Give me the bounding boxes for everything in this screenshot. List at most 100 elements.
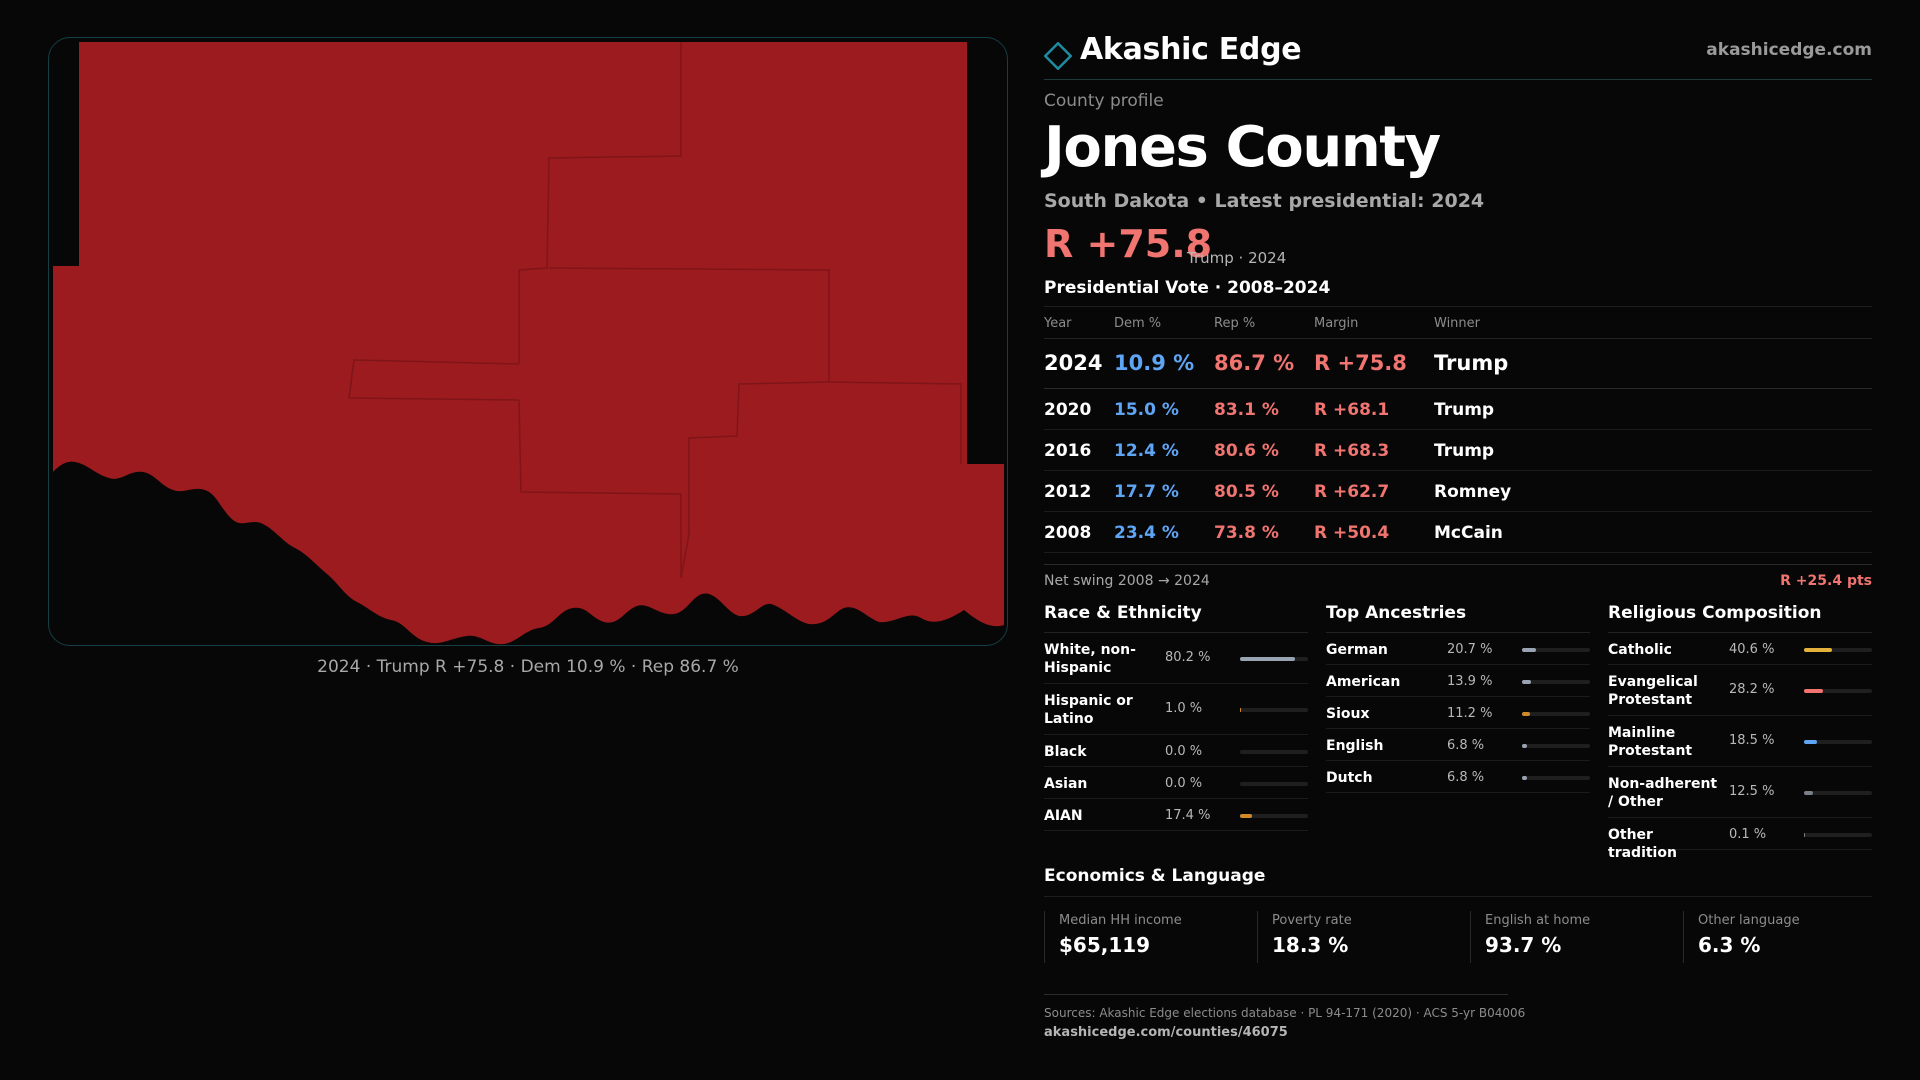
row-margin: R +68.1 <box>1314 400 1390 420</box>
row-winner: McCain <box>1434 523 1503 543</box>
stat-pct: 13.9 % <box>1447 674 1493 689</box>
vote-table-header: Year Dem % Rep % Margin Winner <box>1044 307 1872 339</box>
bar-fill <box>1522 776 1527 780</box>
county-map-svg <box>53 42 1004 645</box>
bar-fill <box>1804 740 1817 744</box>
race-title: Race & Ethnicity <box>1044 603 1308 633</box>
stat-row: English 6.8 % <box>1326 729 1590 761</box>
stat-pct: 0.1 % <box>1729 827 1767 842</box>
page-title: Jones County <box>1044 115 1441 180</box>
econ-tile-other-language: Other language 6.3 % <box>1683 911 1883 963</box>
bar-track <box>1804 740 1872 744</box>
bar-fill <box>1804 833 1806 837</box>
bar-track <box>1804 833 1872 837</box>
econ-tiles: Median HH income $65,119 Poverty rate 18… <box>1044 896 1872 968</box>
econ-tile-income: Median HH income $65,119 <box>1044 911 1244 963</box>
township-lines <box>348 42 962 579</box>
col-header-rep: Rep % <box>1214 316 1256 331</box>
bar-track <box>1240 750 1308 754</box>
bar-fill <box>1804 648 1832 652</box>
stat-row: Black 0.0 % <box>1044 735 1308 767</box>
row-dem: 17.7 % <box>1114 482 1179 502</box>
col-header-dem: Dem % <box>1114 316 1162 331</box>
col-header-margin: Margin <box>1314 316 1359 331</box>
stat-row: Sioux 11.2 % <box>1326 697 1590 729</box>
vote-table-title: Presidential Vote · 2008–2024 <box>1044 278 1331 298</box>
row-rep: 80.5 % <box>1214 482 1279 502</box>
stat-row: AIAN 17.4 % <box>1044 799 1308 831</box>
stat-pct: 18.5 % <box>1729 733 1775 748</box>
row-margin: R +50.4 <box>1314 523 1390 543</box>
net-swing: Net swing 2008 → 2024 R +25.4 pts <box>1044 564 1872 594</box>
bar-fill <box>1804 689 1824 693</box>
econ-value: 93.7 % <box>1485 933 1562 957</box>
stat-row: Non-adherent / Other 12.5 % <box>1608 767 1872 818</box>
stat-row: Evangelical Protestant 28.2 % <box>1608 665 1872 716</box>
bar-fill <box>1240 657 1295 661</box>
row-winner: Trump <box>1434 351 1509 375</box>
table-row: 2020 15.0 % 83.1 % R +68.1 Trump <box>1044 389 1872 430</box>
footer-divider <box>1044 994 1508 995</box>
brand-name: Akashic Edge <box>1080 32 1302 67</box>
ancestry-section: Top Ancestries German 20.7 % American 13… <box>1326 603 1590 793</box>
stat-pct: 40.6 % <box>1729 642 1775 657</box>
stat-label: Evangelical Protestant <box>1608 674 1698 708</box>
page-subtitle: South Dakota • Latest presidential: 2024 <box>1044 190 1485 212</box>
econ-label: English at home <box>1485 913 1591 928</box>
stat-row: Dutch 6.8 % <box>1326 761 1590 793</box>
stat-pct: 6.8 % <box>1447 738 1485 753</box>
row-dem: 12.4 % <box>1114 441 1179 461</box>
row-dem: 10.9 % <box>1114 351 1195 375</box>
stat-label: Mainline Protestant <box>1608 725 1693 759</box>
brand-url[interactable]: akashicedge.com <box>1706 40 1872 60</box>
vote-table: Year Dem % Rep % Margin Winner 2024 10.9… <box>1044 306 1872 553</box>
bar-track <box>1240 814 1308 818</box>
stat-row: Catholic 40.6 % <box>1608 633 1872 665</box>
bar-track <box>1804 689 1872 693</box>
county-map[interactable] <box>48 37 1008 646</box>
stat-label: White, non-Hispanic <box>1044 642 1136 676</box>
stat-label: Non-adherent / Other <box>1608 776 1718 810</box>
row-year: 2016 <box>1044 441 1092 461</box>
bar-track <box>1240 782 1308 786</box>
stat-row: American 13.9 % <box>1326 665 1590 697</box>
bar-track <box>1240 708 1308 712</box>
bar-track <box>1522 680 1590 684</box>
stat-label: Asian <box>1044 776 1088 792</box>
econ-value: $65,119 <box>1059 933 1151 957</box>
bar-track <box>1522 744 1590 748</box>
row-year: 2024 <box>1044 351 1103 375</box>
bar-fill <box>1240 708 1242 712</box>
econ-tile-english: English at home 93.7 % <box>1470 911 1670 963</box>
bar-track <box>1522 648 1590 652</box>
row-margin: R +68.3 <box>1314 441 1390 461</box>
col-header-year: Year <box>1044 316 1072 331</box>
bar-fill <box>1240 814 1252 818</box>
row-margin: R +75.8 <box>1314 351 1407 375</box>
stat-pct: 6.8 % <box>1447 770 1485 785</box>
stat-row: Asian 0.0 % <box>1044 767 1308 799</box>
ancestry-title: Top Ancestries <box>1326 603 1590 633</box>
stat-label: Hispanic or Latino <box>1044 693 1133 727</box>
stat-label: Other tradition <box>1608 827 1677 861</box>
row-winner: Trump <box>1434 441 1495 461</box>
stat-label: AIAN <box>1044 808 1083 824</box>
bar-fill <box>1804 791 1813 795</box>
stat-pct: 1.0 % <box>1165 701 1203 716</box>
econ-title: Economics & Language <box>1044 866 1266 886</box>
econ-label: Poverty rate <box>1272 913 1352 928</box>
table-row: 2016 12.4 % 80.6 % R +68.3 Trump <box>1044 430 1872 471</box>
row-dem: 23.4 % <box>1114 523 1179 543</box>
row-winner: Romney <box>1434 482 1512 502</box>
stat-label: Catholic <box>1608 642 1672 658</box>
stat-label: American <box>1326 674 1401 690</box>
row-dem: 15.0 % <box>1114 400 1179 420</box>
stat-row: Other tradition 0.1 % <box>1608 818 1872 861</box>
econ-label: Other language <box>1698 913 1800 928</box>
row-rep: 80.6 % <box>1214 441 1279 461</box>
footer-url[interactable]: akashicedge.com/counties/46075 <box>1044 1025 1288 1040</box>
stat-row: Mainline Protestant 18.5 % <box>1608 716 1872 767</box>
econ-value: 18.3 % <box>1272 933 1349 957</box>
bar-fill <box>1522 648 1537 652</box>
stat-label: Sioux <box>1326 706 1370 722</box>
